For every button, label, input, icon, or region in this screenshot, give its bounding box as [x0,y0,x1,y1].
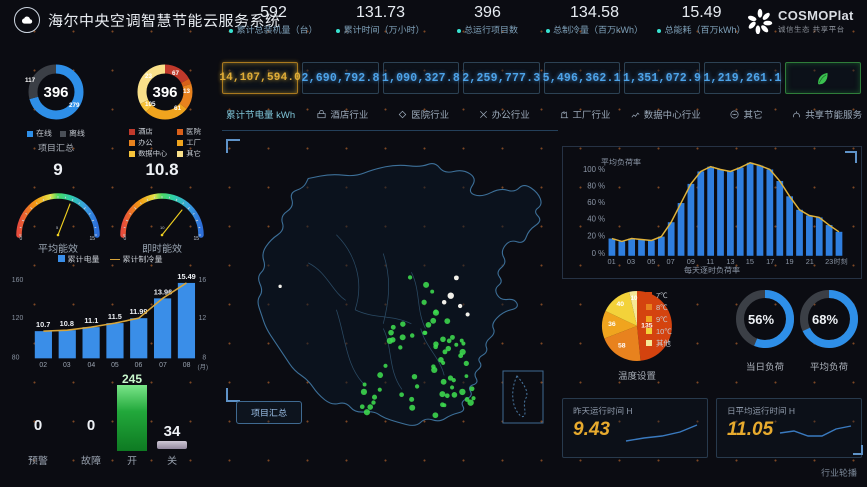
svg-text:07: 07 [667,257,675,265]
svg-text:02: 02 [39,362,47,369]
svg-text:13: 13 [726,257,734,265]
svg-text:0 %: 0 % [592,249,606,258]
svg-text:15: 15 [746,257,754,265]
svg-text:60 %: 60 % [587,198,605,207]
svg-text:17: 17 [766,257,774,265]
svg-text:04: 04 [88,362,96,369]
svg-text:12: 12 [199,315,207,322]
svg-text:20 %: 20 % [587,231,605,240]
svg-text:16: 16 [199,277,207,284]
svg-text:0: 0 [20,236,23,242]
svg-text:06: 06 [135,362,143,369]
svg-text:15.49: 15.49 [177,272,195,281]
svg-text:10: 10 [631,295,638,302]
svg-text:03: 03 [627,257,635,265]
svg-text:10.7: 10.7 [36,320,50,329]
svg-text:08: 08 [183,362,191,369]
svg-text:80: 80 [12,354,20,361]
svg-text:8: 8 [202,354,206,361]
svg-text:19: 19 [785,257,793,265]
svg-text:36: 36 [608,321,616,328]
svg-text:11.5: 11.5 [108,312,122,321]
svg-text:15: 15 [90,236,96,242]
svg-text:09: 09 [687,257,695,265]
svg-text:0: 0 [124,236,127,242]
svg-text:03: 03 [63,362,71,369]
svg-text:11.1: 11.1 [84,316,98,325]
svg-text:01: 01 [608,257,616,265]
svg-text:11: 11 [706,257,714,265]
svg-text:05: 05 [647,257,655,265]
svg-text:10: 10 [160,225,165,230]
svg-text:5: 5 [56,225,59,230]
svg-text:21: 21 [806,257,814,265]
svg-text:11.99: 11.99 [129,307,147,316]
svg-text:07: 07 [159,362,167,369]
svg-text:(月): (月) [198,364,209,371]
svg-text:时刻: 时刻 [834,257,848,265]
svg-text:10.8: 10.8 [60,319,74,328]
svg-text:40 %: 40 % [587,215,605,224]
svg-text:23: 23 [825,257,833,265]
svg-text:15: 15 [194,236,200,242]
svg-text:40: 40 [616,301,624,308]
svg-text:05: 05 [111,362,119,369]
svg-text:160: 160 [12,277,24,284]
svg-text:58: 58 [618,342,626,349]
svg-text:13.96: 13.96 [154,288,172,297]
svg-text:80 %: 80 % [587,181,605,190]
svg-text:120: 120 [12,315,24,322]
